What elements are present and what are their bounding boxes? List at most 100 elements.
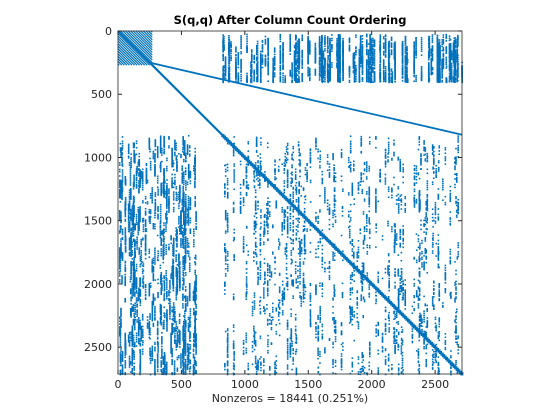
spy-point [181, 207, 184, 209]
spy-point [250, 49, 253, 51]
spy-point [121, 192, 123, 194]
spy-point [301, 54, 304, 57]
spy-point [431, 53, 434, 56]
spy-point [367, 79, 370, 81]
spy-point [152, 267, 155, 270]
spy-point [141, 270, 144, 273]
spy-point [235, 74, 237, 76]
spy-point [318, 53, 321, 56]
spy-point [130, 215, 132, 218]
spy-point [183, 340, 185, 343]
spy-point [336, 45, 338, 48]
spy-point [137, 339, 140, 342]
spy-point [256, 77, 259, 80]
spy-point [438, 80, 441, 83]
spy-point [128, 355, 131, 358]
spy-point [295, 63, 297, 66]
spy-point [339, 80, 341, 82]
spy-point [314, 48, 317, 51]
spy-point [183, 324, 185, 326]
spy-point [420, 42, 423, 45]
spy-point [127, 212, 130, 214]
spy-point [267, 65, 269, 67]
spy-point [253, 69, 255, 72]
spy-point [293, 77, 296, 80]
spy-point [189, 365, 192, 368]
spy-point [279, 68, 282, 70]
spy-point [406, 76, 408, 79]
spy-point [188, 155, 191, 157]
spy-point [296, 52, 299, 55]
spy-block-stroke [132, 30, 153, 51]
spy-point [189, 204, 192, 206]
spy-point [449, 44, 452, 47]
spy-point [294, 50, 297, 52]
spy-point [365, 67, 368, 70]
spy-point [119, 188, 121, 191]
spy-point [348, 81, 351, 83]
spy-point [368, 53, 370, 56]
spy-point [118, 232, 121, 234]
spy-point [121, 149, 123, 151]
spy-point [222, 49, 224, 52]
spy-point [388, 76, 391, 79]
spy-point [427, 76, 430, 78]
spy-point [336, 50, 338, 52]
spy-point [183, 222, 185, 224]
spy-point [415, 53, 417, 56]
spy-point [382, 69, 385, 72]
spy-point [448, 75, 451, 77]
spy-point [128, 246, 131, 248]
spy-point [342, 51, 344, 54]
spy-point [372, 58, 374, 61]
spy-point [449, 69, 452, 72]
spy-point [152, 227, 155, 230]
spy-point [453, 42, 456, 44]
spy-point [250, 56, 253, 58]
spy-point [261, 60, 264, 63]
spy-point [187, 134, 190, 137]
spy-point [184, 215, 187, 217]
spy-point [352, 52, 355, 55]
spy-point [293, 64, 296, 67]
spy-point [324, 43, 326, 45]
spy-point [159, 225, 162, 228]
spy-point [121, 154, 123, 156]
spy-point [222, 78, 224, 80]
spy-point [146, 322, 149, 325]
spy-point [261, 50, 264, 53]
spy-point [358, 79, 361, 81]
spy-point [230, 59, 232, 62]
spy-point [452, 77, 455, 80]
spy-point [121, 180, 123, 182]
spy-point [187, 168, 190, 170]
spy-point [187, 349, 190, 352]
spy-point [121, 354, 124, 356]
spy-point [329, 48, 331, 50]
spy-point [240, 36, 242, 39]
spy-point [301, 53, 304, 56]
spy-point [237, 81, 240, 84]
spy-point [141, 344, 144, 346]
spy-point [336, 37, 338, 40]
spy-point [144, 246, 147, 248]
spy-point [264, 35, 267, 38]
spy-point [222, 75, 224, 78]
spy-point [131, 337, 134, 339]
spy-point [445, 49, 448, 51]
spy-point [173, 360, 176, 362]
spy-point [144, 257, 147, 260]
spy-point [413, 57, 415, 60]
spy-point [296, 58, 299, 61]
spy-point [146, 179, 149, 182]
spy-point [449, 48, 452, 51]
spy-point [321, 49, 323, 51]
spy-point [223, 47, 225, 50]
spy-point [223, 74, 225, 76]
spy-point [250, 78, 252, 80]
spy-point [441, 70, 443, 73]
spy-point [307, 52, 309, 55]
spy-point [255, 46, 258, 48]
spy-point [282, 45, 284, 47]
spy-point [342, 46, 344, 49]
